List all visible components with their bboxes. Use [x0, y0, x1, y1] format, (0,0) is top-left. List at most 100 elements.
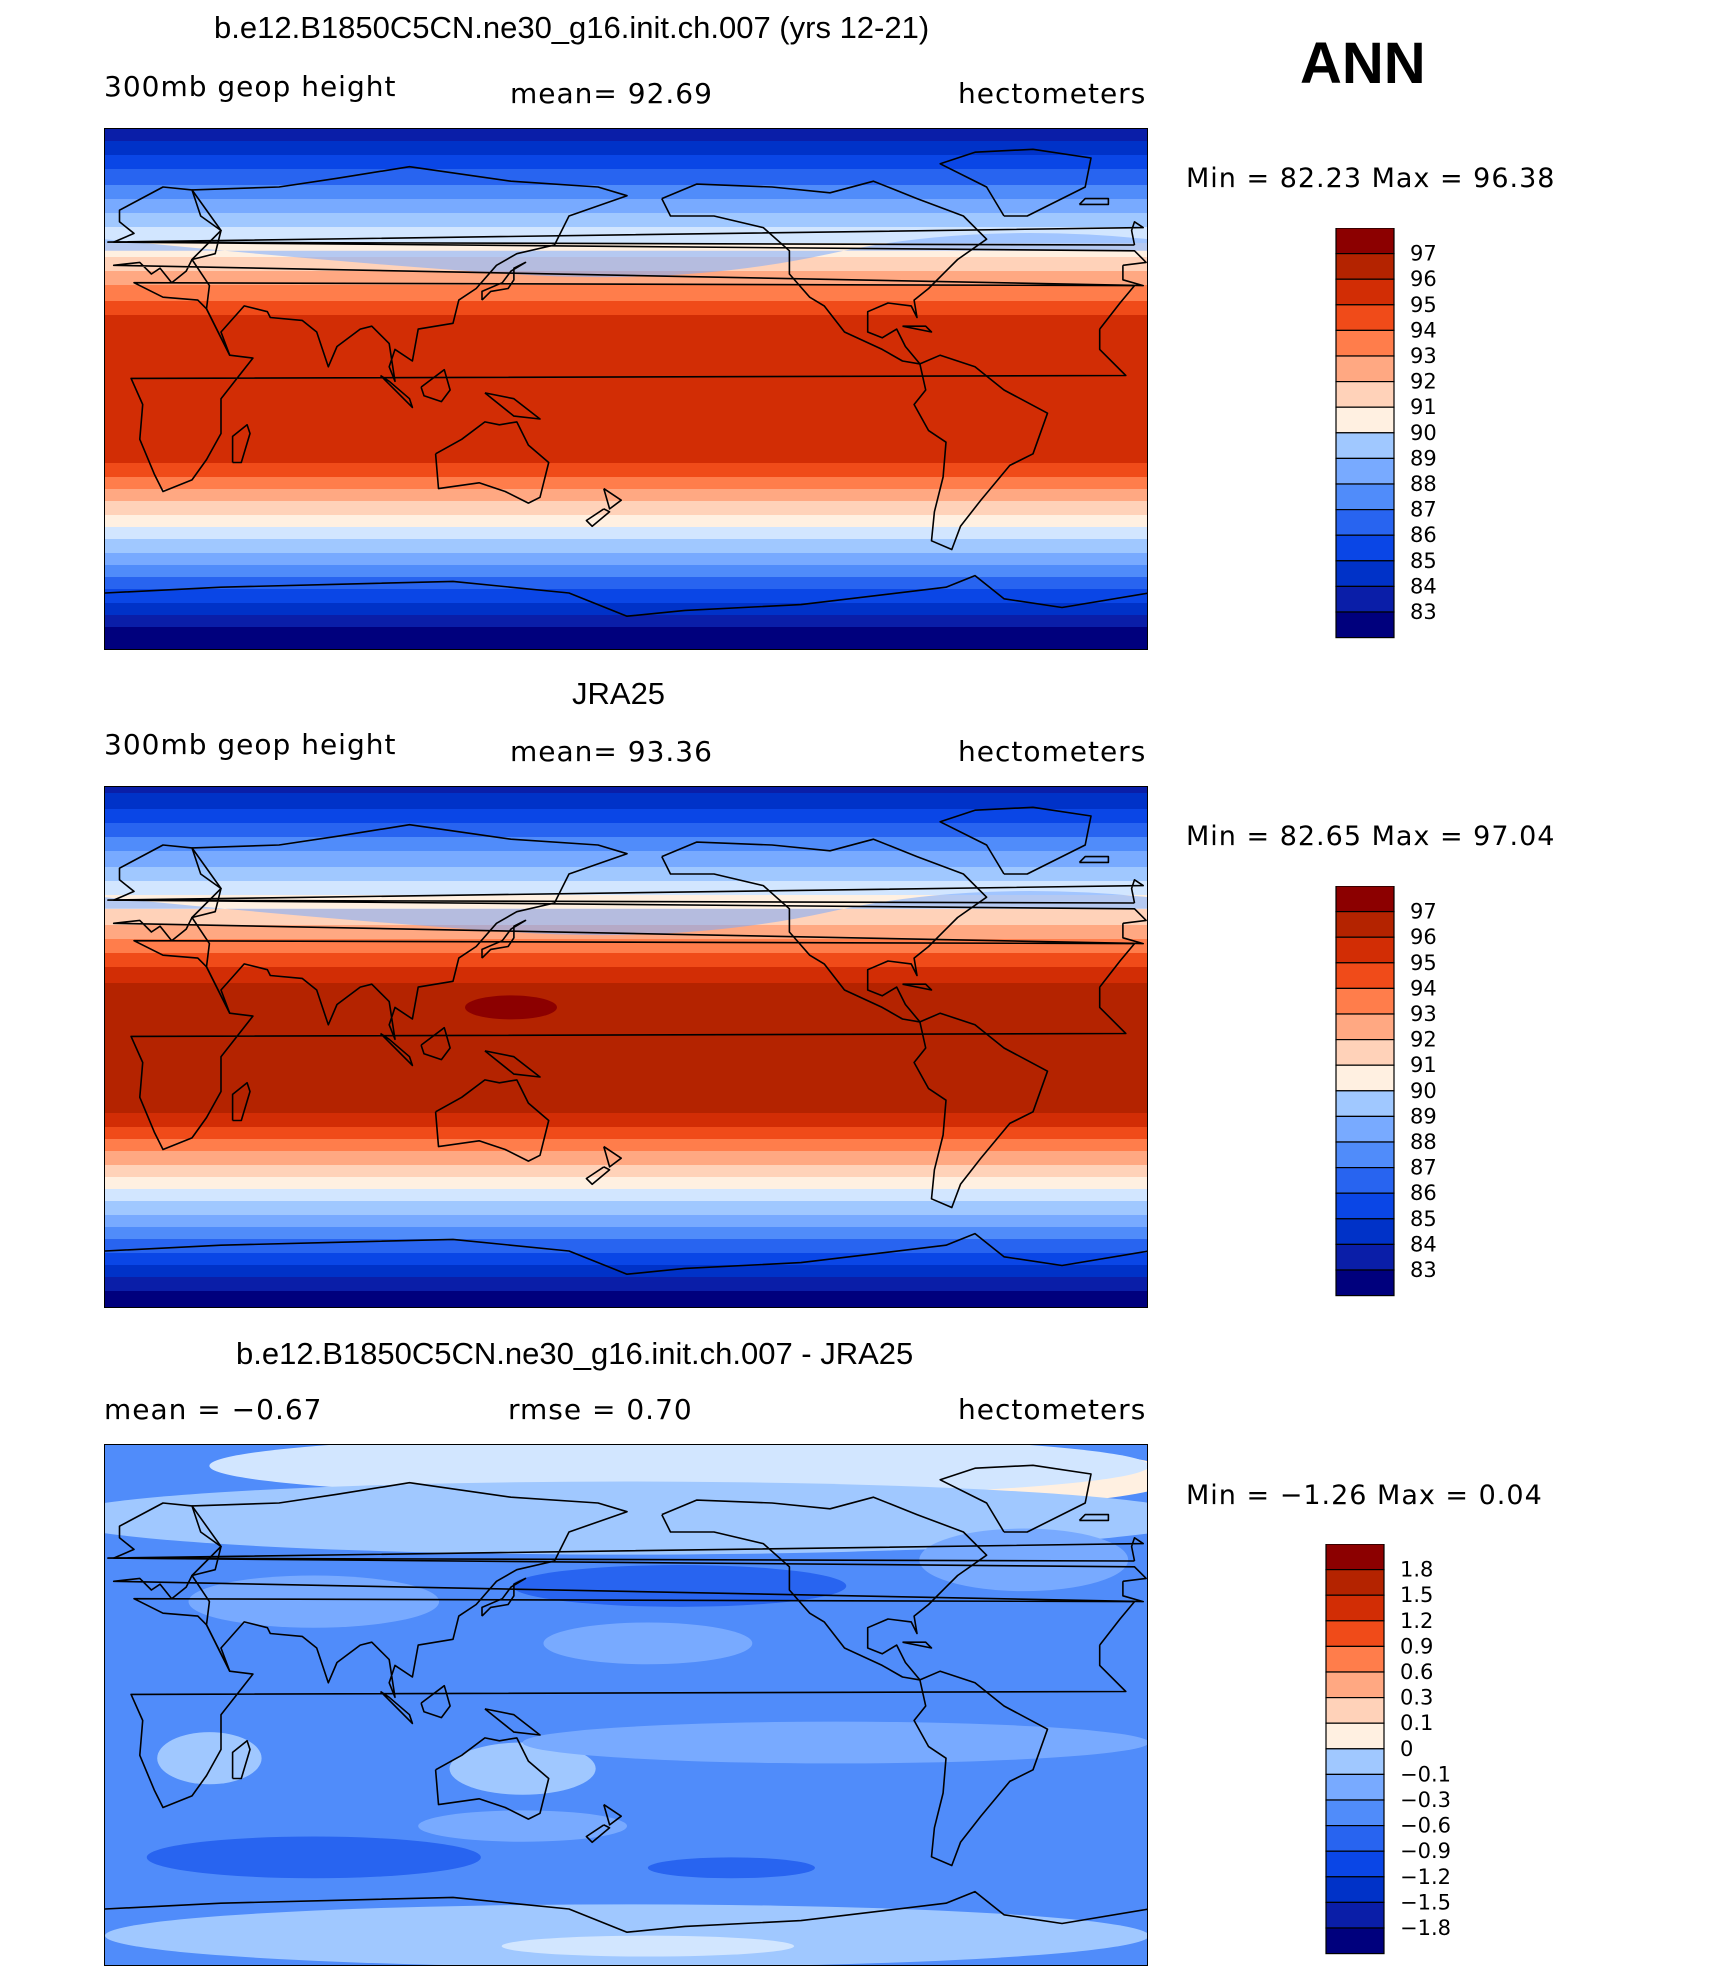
field-band — [105, 943, 1147, 946]
field-band — [105, 633, 1147, 636]
field-band — [105, 1177, 1147, 1180]
field-band — [105, 189, 1147, 192]
field-band — [105, 1283, 1147, 1286]
colorbar-tick-label: 90 — [1410, 1079, 1437, 1103]
field-band — [105, 563, 1147, 566]
colorbar-box — [1335, 228, 1395, 255]
field-band — [105, 359, 1147, 362]
colorbar-tick-label: 96 — [1410, 267, 1437, 291]
field-band — [105, 1307, 1148, 1308]
field-band — [105, 1069, 1147, 1072]
field-band — [105, 1039, 1147, 1042]
coastline — [130, 281, 1136, 493]
field-band — [105, 629, 1147, 632]
field-band — [105, 1019, 1147, 1022]
field-band — [105, 1259, 1147, 1262]
field-band — [105, 1015, 1147, 1018]
field-band — [105, 129, 1147, 132]
field-band — [105, 557, 1147, 560]
field-band — [105, 1249, 1147, 1252]
field-band — [105, 1061, 1147, 1064]
field-band — [105, 333, 1147, 336]
colorbar-tick-label: 90 — [1410, 421, 1437, 445]
field-band — [105, 1087, 1147, 1090]
field-band — [105, 339, 1147, 342]
colorbar-box — [1335, 355, 1395, 383]
field-band — [105, 507, 1147, 510]
coastline — [107, 221, 1144, 246]
field-band — [105, 327, 1147, 330]
field-band — [105, 887, 1147, 890]
field-band — [105, 349, 1147, 352]
field-band — [105, 413, 1147, 416]
field-band — [105, 401, 1147, 404]
field-band — [105, 1037, 1147, 1040]
field-band — [105, 1193, 1147, 1196]
field-band — [105, 829, 1147, 832]
field-band — [105, 187, 1147, 190]
field-band — [105, 329, 1147, 332]
field-band — [105, 1081, 1147, 1084]
field-band — [105, 289, 1147, 292]
field-band — [105, 1027, 1147, 1030]
field-band — [105, 499, 1147, 502]
field-band — [105, 353, 1147, 356]
field-band — [105, 583, 1147, 586]
field-maximum — [465, 995, 557, 1020]
field-band — [105, 979, 1147, 982]
colorbar-box — [1335, 406, 1395, 434]
field-band — [105, 1127, 1147, 1130]
panel-1-map — [104, 128, 1148, 650]
colorbar-box — [1335, 1243, 1395, 1271]
field-band — [105, 955, 1147, 958]
coastline — [379, 1690, 414, 1725]
colorbar-tick-label: 84 — [1410, 574, 1437, 598]
field-band — [105, 513, 1147, 516]
field-band — [105, 949, 1147, 952]
field-band — [105, 1225, 1147, 1228]
field-band — [105, 285, 1147, 288]
field-band — [105, 893, 1147, 896]
colorbar-tick-label: 0.1 — [1400, 1711, 1433, 1735]
colorbar-box — [1335, 1013, 1395, 1041]
field-band — [105, 319, 1147, 322]
field-band — [105, 791, 1147, 794]
field-band — [105, 225, 1147, 228]
field-band — [105, 207, 1147, 210]
panel-1-minmax: Min = 82.23 Max = 96.38 — [1186, 163, 1556, 194]
colorbar-box — [1335, 1167, 1395, 1194]
field-band — [105, 399, 1147, 402]
field-band — [105, 1073, 1147, 1076]
field-band — [105, 905, 1147, 908]
colorbar-tick-label: −0.9 — [1400, 1839, 1451, 1863]
field-band — [105, 403, 1147, 406]
colorbar-box — [1335, 381, 1395, 408]
field-band — [105, 1219, 1147, 1222]
field-band — [105, 1141, 1147, 1144]
field-band — [105, 321, 1147, 324]
field-band — [105, 1281, 1147, 1284]
field-band — [105, 1077, 1147, 1080]
field-band — [105, 1263, 1147, 1266]
colorbar-tick-label: 92 — [1410, 1028, 1437, 1052]
field-band — [105, 567, 1147, 570]
colorbar-tick-label: 0.3 — [1400, 1686, 1433, 1710]
field-band — [105, 1271, 1147, 1274]
field-band — [105, 865, 1147, 868]
field-band — [105, 879, 1147, 882]
colorbar-box — [1325, 1927, 1385, 1955]
coastline — [585, 1166, 611, 1186]
coastline — [481, 1577, 527, 1617]
colorbar-tick-label: 93 — [1410, 344, 1437, 368]
field-band — [105, 477, 1147, 480]
colorbar-tick-label: 95 — [1410, 951, 1437, 975]
coastline — [481, 261, 527, 301]
field-band — [105, 1101, 1147, 1104]
field-band — [105, 391, 1147, 394]
field-band — [105, 787, 1147, 790]
colorbar-box — [1325, 1594, 1385, 1622]
field-band — [105, 607, 1147, 610]
field-band — [105, 799, 1147, 802]
field-band — [105, 511, 1147, 514]
